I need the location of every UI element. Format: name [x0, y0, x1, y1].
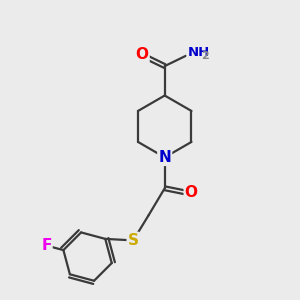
- Text: N: N: [158, 150, 171, 165]
- Text: O: O: [136, 47, 148, 62]
- Text: S: S: [128, 233, 139, 248]
- Text: O: O: [185, 185, 198, 200]
- Text: NH: NH: [188, 46, 210, 59]
- Text: 2: 2: [201, 51, 209, 61]
- Text: F: F: [41, 238, 52, 253]
